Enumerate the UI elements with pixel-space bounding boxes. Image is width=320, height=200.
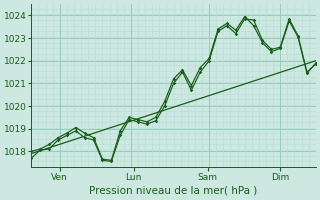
X-axis label: Pression niveau de la mer( hPa ): Pression niveau de la mer( hPa ) (90, 186, 258, 196)
